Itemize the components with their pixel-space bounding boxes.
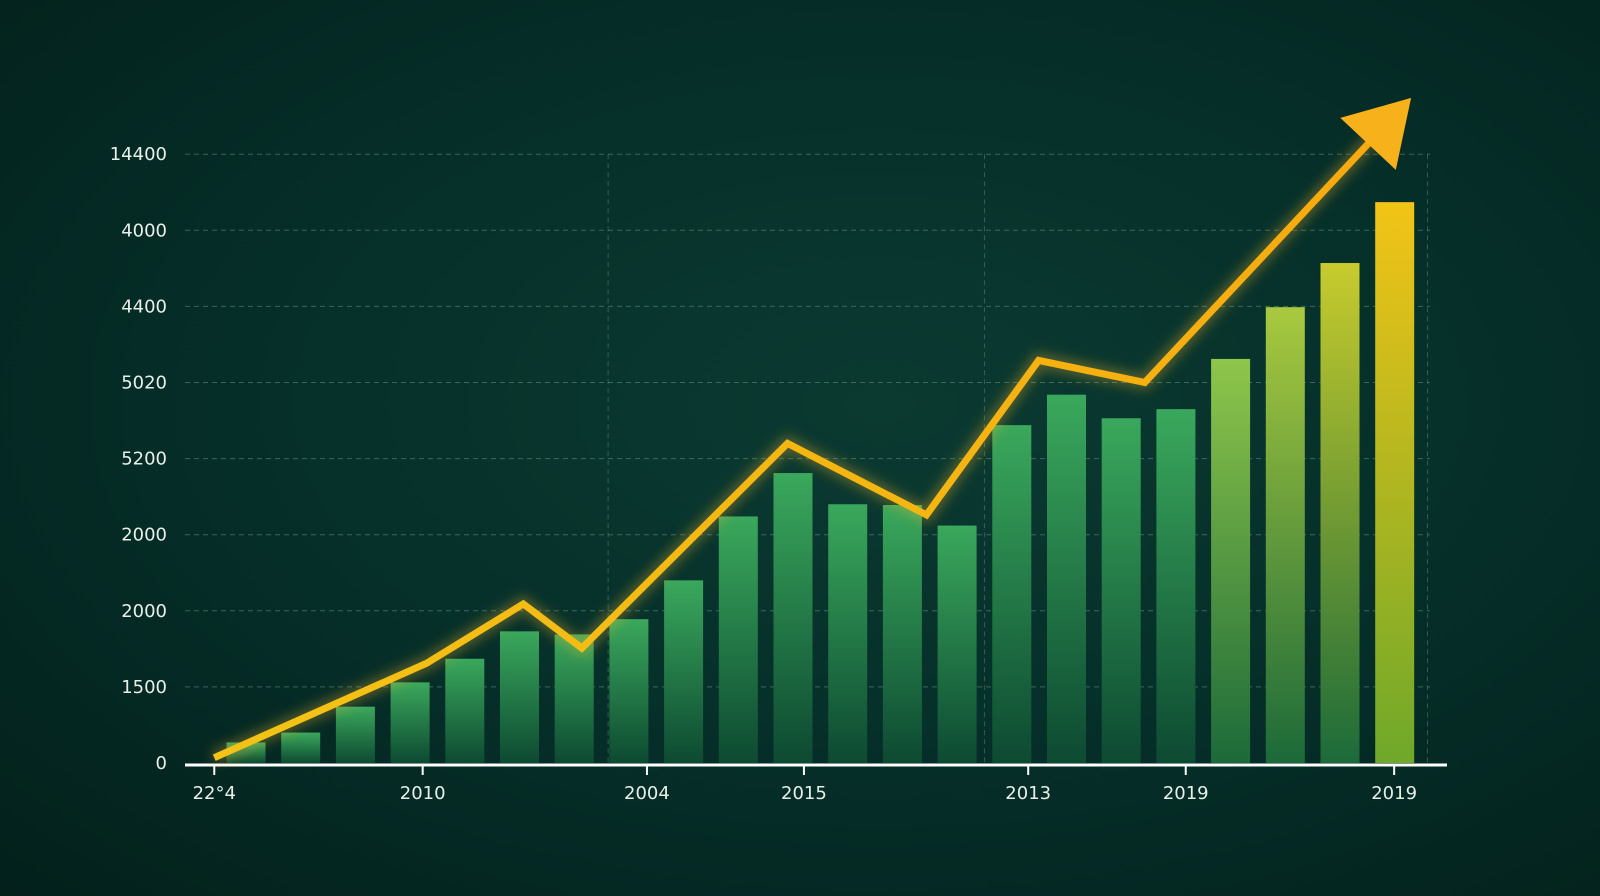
y-tick-label: 5200 [121,449,167,470]
bar [1211,358,1251,763]
y-tick-label: 2000 [121,601,167,622]
bar [445,658,485,763]
bar [718,516,758,763]
bar [390,682,430,763]
y-tick-label: 0 [156,753,167,774]
x-tick-label: 22°4 [193,783,236,804]
y-tick-label: 14400 [110,144,167,165]
bar [500,631,539,763]
y-tick-label: 4000 [121,220,167,241]
bar [609,619,649,763]
x-tick-label: 2004 [624,783,670,804]
bar [773,473,813,763]
bar [937,525,977,763]
bar [828,504,868,763]
x-tick-label: 2019 [1163,783,1209,804]
bar [335,706,375,763]
bar [664,580,704,763]
y-tick-label: 4400 [121,296,167,317]
y-tick-label: 2000 [121,525,167,546]
trend-arrowhead [1340,97,1412,170]
trend-line [212,135,1377,761]
y-tick-label: 1500 [121,677,167,698]
bar [554,634,594,763]
bar [1156,409,1196,763]
bar [281,732,321,763]
x-tick-label: 2019 [1371,783,1417,804]
bar [1047,394,1086,763]
bar [882,505,922,763]
x-tick-label: 2013 [1005,783,1051,804]
bar [1101,418,1141,763]
x-tick-label: 2010 [400,783,446,804]
x-tick-label: 2015 [781,783,827,804]
bar [992,425,1032,763]
bar [1375,202,1415,763]
bar [1320,263,1360,763]
bar [1265,307,1305,763]
y-tick-label: 5020 [121,373,167,394]
